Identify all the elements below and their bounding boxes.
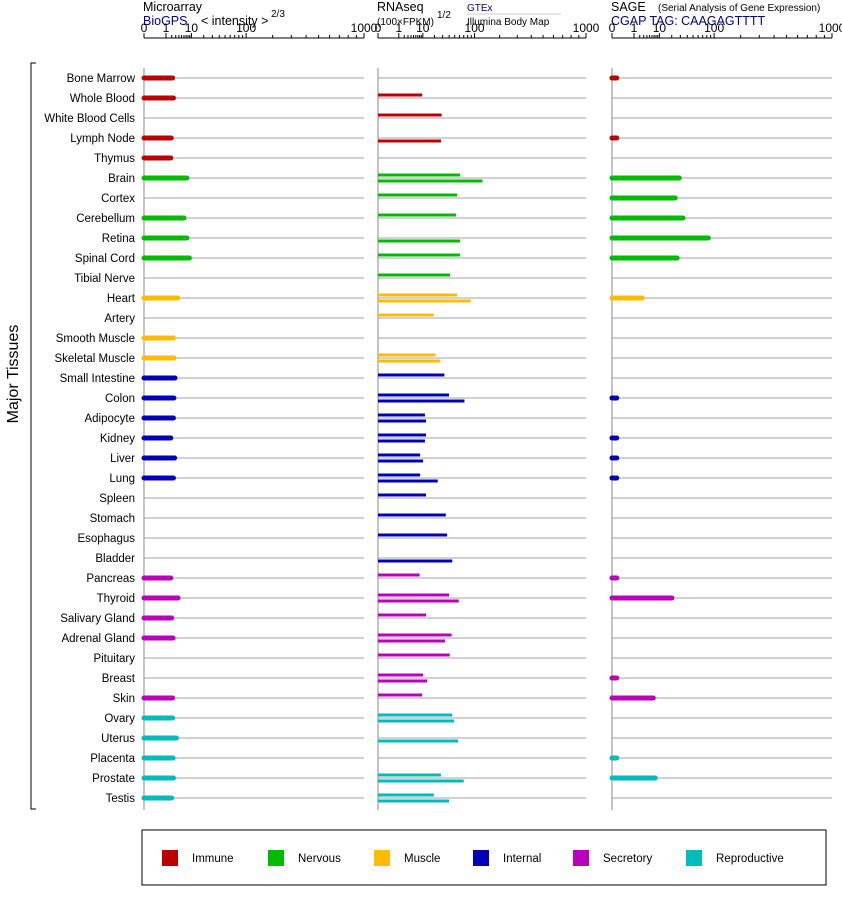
tissue-label: Lung: [109, 473, 135, 485]
tissue-label: Stomach: [90, 513, 135, 525]
tissue-label: White Blood Cells: [44, 113, 135, 125]
sage-x-tick-label: 10: [653, 21, 667, 35]
tissue-label: Placenta: [90, 753, 135, 765]
legend-label-internal: Internal: [503, 853, 541, 865]
tissue-label: Salivary Gland: [60, 613, 135, 625]
expression-bars: [141, 75, 711, 803]
tissue-label: Thyroid: [97, 593, 135, 605]
tissue-label: Retina: [102, 233, 136, 245]
sage-x-tick-label: 100: [704, 21, 724, 35]
sage-x-tick-label: 1: [631, 21, 638, 35]
row-lines: [144, 77, 832, 799]
legend: Immune Nervous Muscle Internal Secretory Repr…: [162, 850, 784, 866]
tissue-label: Adipocyte: [84, 413, 135, 425]
tissue-label: Pituitary: [93, 653, 135, 665]
legend-label-muscle: Muscle: [404, 853, 440, 865]
tissue-label: Spleen: [99, 493, 135, 505]
rnaseq-x-tick-label: 100: [465, 21, 485, 35]
y-axis-bracket: [30, 62, 36, 810]
tissue-label: Uterus: [101, 733, 135, 745]
legend-swatch-immune: [162, 850, 178, 866]
legend-label-secretory: Secretory: [603, 853, 652, 865]
tissue-label: Artery: [104, 313, 135, 325]
legend-swatch-muscle: [374, 850, 390, 866]
tissue-label: Cerebellum: [76, 213, 135, 225]
tissue-label: Esophagus: [77, 533, 135, 545]
sage-title-note: (Serial Analysis of Gene Expression): [658, 3, 820, 14]
rnaseq-unit: (100×FPKM): [377, 17, 434, 28]
legend-label-nervous: Nervous: [298, 853, 341, 865]
sage-subtitle: CGAP TAG: CAAGAGTTTT: [611, 14, 766, 28]
legend-swatch-internal: [473, 850, 489, 866]
tissue-label: Smooth Muscle: [56, 333, 135, 345]
tissue-label: Small Intestine: [60, 373, 135, 385]
rnaseq-title: RNAseq: [377, 0, 424, 14]
tissue-label: Kidney: [100, 433, 135, 445]
sage-x-tick-label: 1000: [819, 21, 842, 35]
microarray-x-tick-label: 1: [163, 21, 170, 35]
microarray-unit: < intensity >: [201, 14, 268, 28]
microarray-x-tick-label: 100: [236, 21, 256, 35]
tissue-labels: Bone Marrow Whole Blood White Blood Cells L…: [44, 73, 136, 805]
tissue-label: Brain: [108, 173, 135, 185]
sage-title: SAGE: [611, 0, 646, 14]
tissue-label: Thymus: [94, 153, 135, 165]
microarray-unit-exponent: 2/3: [271, 9, 285, 20]
gtex-source-label: GTEx: [467, 3, 493, 14]
sage-x-tick-label: 0: [609, 21, 616, 35]
tissue-label: Bladder: [95, 553, 135, 565]
tissue-label: Adrenal Gland: [61, 633, 135, 645]
tissue-label: Liver: [110, 453, 135, 465]
microarray-x-tick-label: 1000: [351, 21, 378, 35]
tissue-label: Skin: [113, 693, 135, 705]
tissue-label: Ovary: [104, 713, 135, 725]
tissue-label: Prostate: [92, 773, 135, 785]
y-axis-title: Major Tissues: [5, 325, 22, 424]
tissue-label: Spinal Cord: [75, 253, 135, 265]
microarray-title: Microarray: [143, 0, 203, 14]
legend-label-reproductive: Reproductive: [716, 853, 784, 865]
tissue-label: Colon: [105, 393, 135, 405]
tissue-label: Pancreas: [86, 573, 135, 585]
legend-swatch-secretory: [573, 850, 589, 866]
rnaseq-unit-exponent: 1/2: [437, 10, 451, 21]
microarray-x-tick-label: 0: [141, 21, 148, 35]
microarray-subtitle: BioGPS: [143, 14, 187, 28]
tissue-label: Skeletal Muscle: [54, 353, 135, 365]
tissue-label: Tibial Nerve: [74, 273, 135, 285]
panel-axes: 011010010000110100100001101001000: [141, 21, 842, 810]
tissue-label: Whole Blood: [70, 93, 135, 105]
tissue-label: Cortex: [101, 193, 135, 205]
tissue-label: Testis: [106, 793, 136, 805]
rnaseq-x-tick-label: 0: [375, 21, 382, 35]
microarray-x-tick-label: 10: [185, 21, 199, 35]
rnaseq-x-tick-label: 10: [416, 21, 430, 35]
tissue-label: Bone Marrow: [67, 73, 136, 85]
rnaseq-x-tick-label: 1: [395, 21, 402, 35]
legend-swatch-reproductive: [686, 850, 702, 866]
tissue-label: Heart: [107, 293, 136, 305]
legend-label-immune: Immune: [192, 853, 234, 865]
tissue-label: Breast: [102, 673, 136, 685]
tissue-label: Lymph Node: [70, 133, 135, 145]
rnaseq-x-tick-label: 1000: [573, 21, 600, 35]
legend-swatch-nervous: [268, 850, 284, 866]
illumina-source-label: Illumina Body Map: [467, 17, 550, 28]
